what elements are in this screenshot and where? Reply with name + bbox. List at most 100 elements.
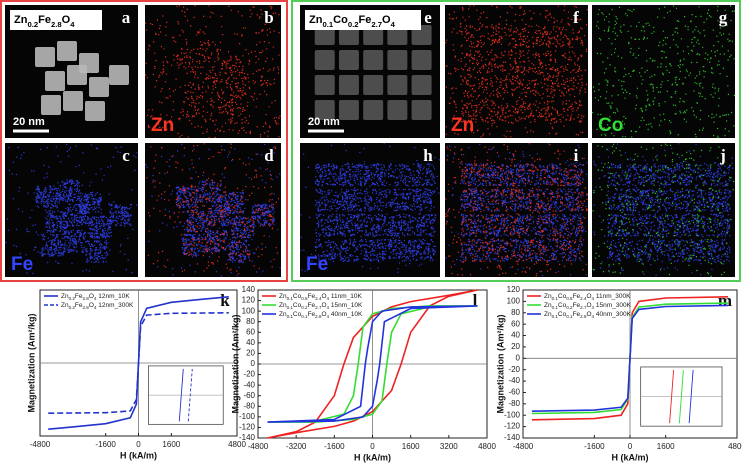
x-tick-label: -4800 [30,440,51,449]
dot-map [592,143,735,277]
dot-map [145,143,281,277]
micrograph [592,143,735,277]
y-tick-label: -60 [243,391,255,400]
y-tick-label: 40 [246,338,255,347]
y-tick-label: -20 [508,365,520,374]
element-label: Zn [451,115,474,136]
y-tick-label: 20 [246,349,255,358]
scale-bar-label: 20 nm [308,116,340,128]
nanocube [411,75,432,95]
panel-letter: a [122,8,131,27]
x-tick-label: -1600 [324,442,345,451]
y-tick-label: -80 [508,399,520,408]
group-border [0,0,288,282]
element-label: Zn [151,115,174,136]
nanocube [314,75,335,95]
y-tick-label: -80 [243,401,255,410]
x-tick-label: -3200 [286,442,307,451]
x-tick-label: 1600 [657,442,675,451]
panel-letter: i [574,146,579,165]
x-tick-label: -1600 [584,442,605,451]
y-tick-label: 80 [511,308,520,317]
legend-label: Zn0.1Co0.2Fe2.7O4 15nm_300K [544,302,632,310]
nanocube [85,101,105,121]
x-tick-label: 4800 [228,440,246,449]
x-tick-label: 4800 [478,442,496,451]
x-tick-label: -4800 [513,442,534,451]
micrograph [145,5,281,138]
y-tick-label: 0 [251,359,256,368]
nanocube [338,75,359,95]
x-axis-label: H (kA/m) [120,450,157,460]
legend-label: Zn0.1Co0.1Fe2.8O4 40nm_300K [544,311,632,319]
y-tick-label: -60 [508,388,520,397]
element-label: Co [598,115,623,136]
dot-map [445,143,589,277]
y-tick-label: -40 [243,380,255,389]
nanocube [89,77,109,97]
nanocube [63,91,83,111]
y-tick-label: 120 [242,296,256,305]
legend-label: Zn0.1Co0.5Fe2.4O4 11nm_10K [279,293,363,301]
x-tick-label: -4800 [248,442,269,451]
panel-letter: m [718,291,732,310]
y-tick-label: 20 [511,342,520,351]
dot-map [592,143,734,276]
x-axis-label: H (kA/m) [354,452,391,462]
y-tick-label: 120 [507,285,521,294]
y-tick-label: 80 [246,317,255,326]
y-tick-label: 140 [242,285,256,294]
nanocube [35,47,55,67]
y-tick-label: -140 [504,433,521,442]
x-tick-label: 4800 [728,442,742,451]
y-tick-label: 60 [511,319,520,328]
dot-map [445,5,588,138]
panel-letter: h [423,146,433,165]
x-axis-label: H (kA/m) [611,452,648,462]
nanocube [411,100,432,120]
panel-letter: k [220,291,230,310]
y-tick-label: -40 [508,376,520,385]
panel-letter: l [473,291,478,310]
panel-letter: f [573,8,579,27]
y-tick-label: 0 [516,353,521,362]
nanocube [363,100,384,120]
x-tick-label: 0 [136,440,141,449]
panel-letter: b [264,8,273,27]
nanocube [387,75,408,95]
dot-map [300,143,441,273]
legend-label: Zn0.2Fe2.8O4 12nm_300K [61,302,134,310]
y-tick-label: 100 [242,306,256,315]
legend-label: Zn0.1Co0.5Fe2.4O4 11nm_300K [544,293,631,301]
x-tick-label: 3200 [440,442,458,451]
series-line [267,305,478,423]
panel-letter: d [264,146,274,165]
legend-label: Zn0.1Co0.1Fe2.8O4 40nm_10K [279,311,363,319]
y-axis-label: Magnetization (Am²/kg) [495,315,505,414]
nanocube [67,65,87,85]
element-label: Fe [306,254,328,275]
nanocube [387,50,408,70]
formula: Zn0.1Co0.2Fe2.7O4 [309,14,396,29]
nanocube [45,71,65,91]
scale-bar-label: 20 nm [13,116,45,128]
nanocube [41,95,61,115]
micrograph [5,143,138,277]
x-tick-label: -1600 [95,440,116,449]
x-tick-label: 1600 [402,442,420,451]
nanocube [363,75,384,95]
nanocube [57,41,77,61]
y-tick-label: -140 [239,433,256,442]
x-tick-label: 0 [628,442,633,451]
y-tick-label: -120 [504,422,521,431]
element-label: Fe [11,254,33,275]
x-tick-label: 0 [370,442,375,451]
formula-box [10,10,102,30]
nanocube [314,100,335,120]
panel-letter: e [424,8,432,27]
dot-map [5,143,138,274]
nanocube [314,50,335,70]
nanocube [363,50,384,70]
y-tick-label: -100 [239,412,256,421]
